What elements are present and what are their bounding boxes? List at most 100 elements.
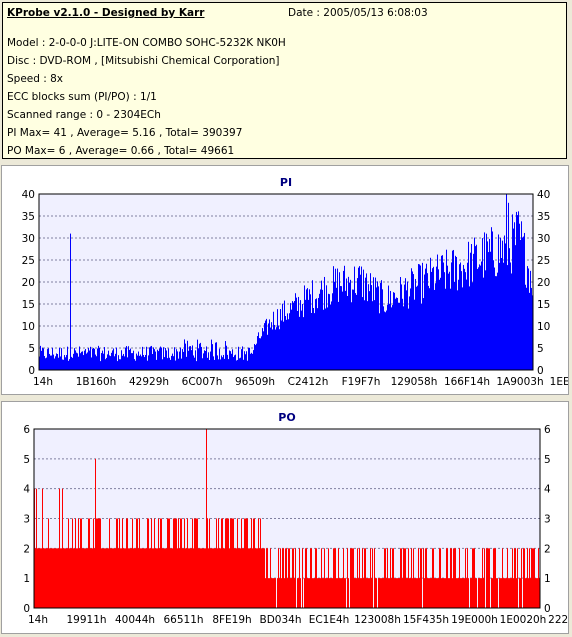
po-bar <box>61 548 62 608</box>
pi-bar <box>56 353 57 370</box>
pi-bar <box>175 360 176 370</box>
pi-bar <box>132 353 133 370</box>
po-xtick-label: 19911h <box>66 614 106 626</box>
pi-bar <box>334 281 335 370</box>
po-bar <box>368 578 369 608</box>
po-bar <box>311 548 312 608</box>
pi-bar <box>269 319 270 370</box>
po-bar <box>233 518 234 608</box>
po-bar <box>455 548 456 608</box>
pi-bar <box>262 328 263 370</box>
po-bar <box>369 578 370 608</box>
pi-bar <box>332 293 333 370</box>
pi-bar <box>462 287 463 370</box>
po-bar <box>221 518 222 608</box>
pi-bar <box>347 295 348 370</box>
po-bar <box>495 548 496 608</box>
pi-bar <box>246 351 247 370</box>
pi-bar <box>42 347 43 370</box>
po-bar <box>334 548 335 608</box>
pi-bar <box>460 262 461 370</box>
pi-bar <box>520 239 521 370</box>
scanned-range: Scanned range : 0 - 2304ECh <box>7 109 161 121</box>
pi-bar <box>270 327 271 370</box>
pi-bar <box>187 340 188 370</box>
pi-bar <box>335 268 336 370</box>
pi-bar <box>364 300 365 370</box>
pi-bar <box>458 279 459 370</box>
po-bar <box>494 548 495 608</box>
pi-bar <box>110 356 111 370</box>
po-bar <box>434 578 435 608</box>
po-bar <box>179 548 180 608</box>
pi-bar <box>284 300 285 370</box>
po-bar <box>329 578 330 608</box>
po-bar <box>51 548 52 608</box>
pi-bar <box>235 354 236 370</box>
po-bar <box>152 548 153 608</box>
pi-bar <box>499 262 500 370</box>
po-bar <box>431 578 432 608</box>
po-bar <box>206 429 207 608</box>
pi-xtick-label: 1B160h <box>76 376 117 388</box>
po-bar <box>228 518 229 608</box>
po-bar <box>476 578 477 608</box>
pi-bar <box>82 351 83 370</box>
po-bar <box>412 578 413 608</box>
pi-bar <box>426 263 427 370</box>
pi-bar <box>351 302 352 370</box>
po-bar <box>193 548 194 608</box>
po-bar <box>423 548 424 608</box>
pi-bar <box>166 350 167 370</box>
pi-bar <box>444 272 445 370</box>
po-bar <box>224 548 225 608</box>
pi-bar <box>133 350 134 370</box>
po-bar <box>367 578 368 608</box>
pi-bar <box>489 238 490 370</box>
po-bar <box>300 578 301 608</box>
pi-bar <box>169 357 170 370</box>
po-bar <box>240 548 241 608</box>
pi-bar <box>244 351 245 370</box>
pi-bar <box>433 266 434 370</box>
po-bar <box>133 548 134 608</box>
po-bar <box>420 548 421 608</box>
pi-bar <box>401 284 402 370</box>
po-bar <box>352 548 353 608</box>
po-bar <box>344 578 345 608</box>
pi-bar <box>214 359 215 370</box>
pi-bar <box>129 349 130 370</box>
pi-bar <box>304 285 305 370</box>
pi-bar <box>60 356 61 370</box>
pi-bar <box>341 286 342 370</box>
pi-bar <box>343 270 344 370</box>
pi-bar <box>76 352 77 370</box>
pi-bar <box>278 325 279 370</box>
pi-xtick-label: C2412h <box>288 376 329 388</box>
pi-bar <box>232 349 233 370</box>
po-bar <box>248 548 249 608</box>
po-bar <box>236 548 237 608</box>
po-bar <box>527 548 528 608</box>
pi-bar <box>257 336 258 370</box>
po-bar <box>454 548 455 608</box>
po-bar <box>62 488 63 608</box>
pi-bar <box>286 319 287 370</box>
pi-bar <box>493 260 494 370</box>
pi-bar <box>407 281 408 370</box>
po-bar <box>121 548 122 608</box>
pi-bar <box>135 360 136 370</box>
pi-plot-border <box>38 193 534 371</box>
po-bar <box>309 578 310 608</box>
po-bar <box>413 548 414 608</box>
pi-bar <box>172 353 173 370</box>
po-bar <box>333 548 334 608</box>
pi-bar <box>375 277 376 370</box>
po-bar <box>194 518 195 608</box>
pi-bar <box>287 313 288 370</box>
pi-bar <box>83 355 84 370</box>
po-bar <box>391 578 392 608</box>
pi-bar <box>406 290 407 370</box>
pi-bar <box>473 253 474 370</box>
pi-bar <box>322 289 323 370</box>
